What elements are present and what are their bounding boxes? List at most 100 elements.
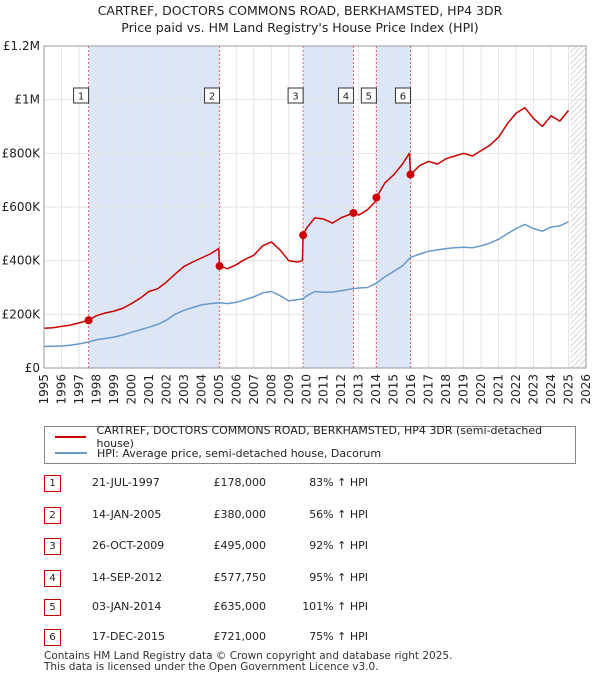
x-tick-label: 2010: [299, 374, 313, 405]
y-tick-label: £600K: [2, 200, 42, 214]
sale-price: £635,000: [213, 600, 267, 613]
sale-hpi-change: 92% ↑ HPI: [309, 539, 368, 552]
sale-row: 2 14-JAN-2005 £380,000 56% ↑ HPI: [44, 506, 584, 526]
legend-item-hpi: HPI: Average price, semi-detached house,…: [55, 445, 381, 461]
sale-number-badge: 2: [44, 507, 61, 524]
sale-hpi-change: 75% ↑ HPI: [309, 630, 368, 643]
sale-number-label-box: [204, 87, 221, 104]
footer-copyright: Contains HM Land Registry data © Crown c…: [44, 650, 453, 662]
x-tick-label: 2021: [492, 374, 506, 405]
sale-hpi-change: 101% ↑ HPI: [302, 600, 368, 613]
sale-number-label-box: [287, 87, 304, 104]
x-tick-label: 2024: [544, 374, 558, 405]
x-tick-label: 1998: [89, 374, 103, 405]
sale-number-label: 2: [209, 92, 215, 103]
y-tick-label: £800K: [2, 146, 42, 160]
sale-number-badge: 3: [44, 538, 61, 555]
footer: Contains HM Land Registry data © Crown c…: [44, 651, 452, 673]
sale-date: 14-JAN-2005: [92, 508, 162, 521]
x-tick-label: 2000: [124, 374, 138, 405]
sale-number-label-box: [73, 87, 90, 104]
x-tick-label: 2008: [264, 374, 278, 405]
sale-number-label-box: [360, 87, 377, 104]
sale-number-badge: 1: [44, 475, 61, 492]
sale-point: [372, 193, 381, 202]
x-tick-label: 1997: [72, 374, 86, 405]
sale-date: 14-SEP-2012: [92, 571, 163, 584]
x-tick-label: 2007: [247, 374, 261, 405]
legend-item-property: CARTREF, DOCTORS COMMONS ROAD, BERKHAMST…: [55, 424, 575, 450]
sale-price: £380,000: [213, 508, 267, 521]
sale-number-badge: 4: [44, 570, 61, 587]
sale-row: 1 21-JUL-1997 £178,000 83% ↑ HPI: [44, 474, 584, 494]
sale-date: 03-JAN-2014: [92, 600, 162, 613]
sale-number-label-box: [337, 87, 354, 104]
x-tick-label: 2016: [404, 374, 418, 405]
sale-row: 4 14-SEP-2012 £577,750 95% ↑ HPI: [44, 569, 584, 589]
sale-number-label-box: [394, 87, 411, 104]
y-tick-label: £1M: [14, 93, 40, 107]
x-tick-label: 2005: [212, 374, 226, 405]
legend-label-hpi: HPI: Average price, semi-detached house,…: [97, 446, 382, 460]
plot-border: [43, 45, 587, 369]
x-tick-label: 1996: [54, 374, 68, 405]
sale-number-label: 5: [366, 92, 372, 103]
x-tick-label: 2015: [387, 374, 401, 405]
sale-row: 5 03-JAN-2014 £635,000 101% ↑ HPI: [44, 598, 584, 618]
sale-point: [84, 316, 93, 325]
footer-licence: This data is licensed under the Open Gov…: [44, 661, 379, 673]
x-tick-label: 2018: [439, 374, 453, 405]
sale-hpi-change: 83% ↑ HPI: [309, 476, 368, 489]
y-tick-label: £1.2M: [3, 39, 40, 53]
sale-point: [406, 170, 415, 179]
sale-price: £721,000: [213, 630, 267, 643]
x-tick-label: 1995: [37, 374, 51, 405]
x-tick-label: 2002: [159, 374, 173, 405]
x-tick-label: 2020: [474, 374, 488, 405]
sale-price: £178,000: [213, 476, 267, 489]
sale-price: £495,000: [213, 539, 267, 552]
x-tick-label: 2006: [229, 374, 243, 405]
y-tick-label: £400K: [2, 254, 42, 268]
sale-number-label: 1: [78, 92, 84, 103]
x-tick-label: 1999: [107, 374, 121, 405]
legend-swatch-property: [55, 436, 87, 438]
sale-point: [349, 208, 358, 217]
chart-title-line-2: Price paid vs. HM Land Registry's House …: [121, 20, 479, 35]
sale-date: 26-OCT-2009: [92, 539, 165, 552]
sale-number-label: 3: [292, 92, 298, 103]
sale-date: 17-DEC-2015: [92, 630, 166, 643]
x-tick-label: 2014: [369, 374, 383, 405]
y-tick-label: £0: [25, 361, 40, 375]
sale-number-badge: 5: [44, 599, 61, 616]
sale-hpi-change: 95% ↑ HPI: [309, 571, 368, 584]
x-tick-label: 2017: [422, 374, 436, 405]
x-tick-label: 2003: [177, 374, 191, 405]
chart-legend: CARTREF, DOCTORS COMMONS ROAD, BERKHAMST…: [44, 424, 576, 464]
sale-number-label: 4: [343, 92, 349, 103]
x-tick-label: 2013: [352, 374, 366, 405]
sale-number-badge: 6: [44, 629, 61, 646]
x-tick-label: 2011: [317, 374, 331, 405]
sale-point: [299, 231, 308, 240]
x-tick-label: 2009: [282, 374, 296, 405]
legend-swatch-hpi: [55, 452, 87, 454]
x-tick-label: 2012: [334, 374, 348, 405]
x-tick-label: 2023: [527, 374, 541, 405]
sale-price: £577,750: [213, 571, 267, 584]
price-chart: 1 2 3 4 5 6 £0 £200K £400K £600K £800K £1M £1.2M 1995…: [2, 39, 593, 405]
x-tick-label: 2022: [509, 374, 523, 405]
legend-label-property: CARTREF, DOCTORS COMMONS ROAD, BERKHAMST…: [96, 424, 543, 450]
chart-title: CARTREF, DOCTORS COMMONS ROAD, BERKHAMST…: [0, 2, 600, 36]
sale-row: 6 17-DEC-2015 £721,000 75% ↑ HPI: [44, 628, 584, 648]
hpi-line: [43, 221, 569, 348]
x-tick-label: 2026: [579, 374, 593, 405]
x-tick-label: 2004: [194, 374, 208, 405]
x-tick-label: 2025: [562, 374, 576, 405]
chart-title-line-1: CARTREF, DOCTORS COMMONS ROAD, BERKHAMST…: [97, 3, 503, 18]
sale-hpi-change: 56% ↑ HPI: [309, 508, 368, 521]
x-tick-label: 2001: [142, 374, 156, 405]
sale-point: [215, 262, 224, 271]
sale-number-label: 6: [400, 92, 406, 103]
x-tick-label: 2019: [457, 374, 471, 405]
